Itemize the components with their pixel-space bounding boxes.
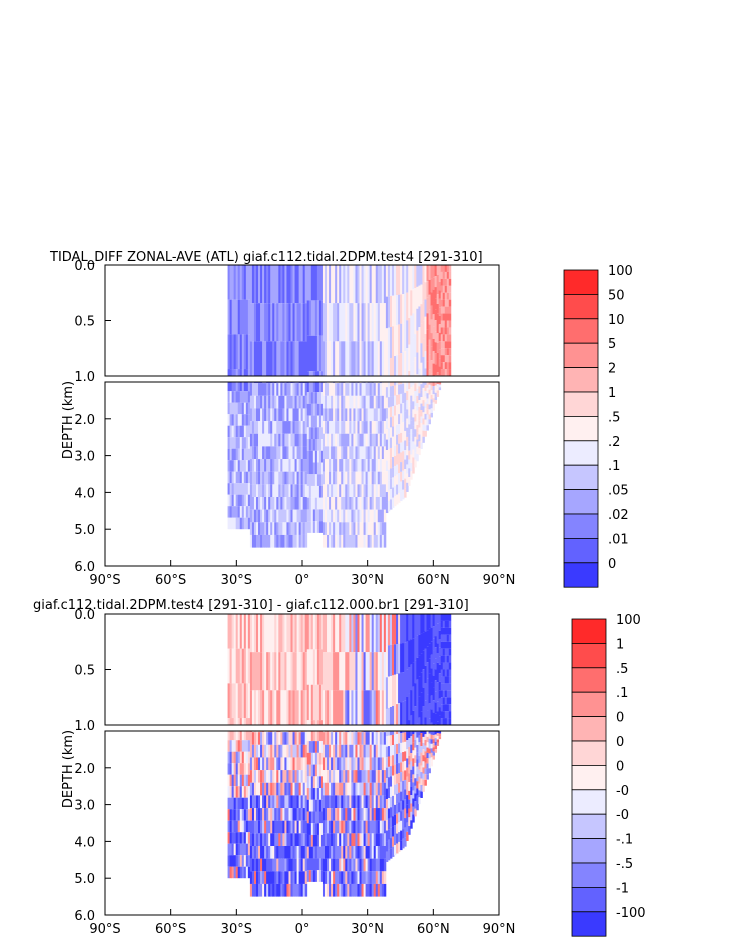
x-tick-label: 90°N <box>483 922 516 937</box>
panel-1-y-axis-label: DEPTH (km) <box>61 381 76 459</box>
y-tick-label: 3.0 <box>74 799 95 814</box>
colorbar-label: .5 <box>616 662 628 677</box>
panel-2-y-ticks: 0.0 0.5 1.0 2.0 3.0 4.0 5.0 6.0 <box>74 608 111 924</box>
x-tick-label: 30°S <box>221 573 252 588</box>
colorbar-label: -0 <box>616 784 629 799</box>
colorbar-label: 10 <box>608 313 625 328</box>
panel-1-field <box>227 265 452 548</box>
colorbar-swatch <box>563 293 599 320</box>
colorbar-label: 2 <box>608 362 616 377</box>
x-tick-label: 90°S <box>89 922 120 937</box>
y-tick-label: 1.0 <box>74 719 95 734</box>
colorbar-swatch <box>571 789 607 815</box>
x-tick-label: 90°S <box>89 573 120 588</box>
panel-2-y-axis-label: DEPTH (km) <box>61 730 76 808</box>
colorbar-label: .5 <box>608 410 620 425</box>
colorbar-label: 0 <box>616 735 624 750</box>
colorbar-label: -.5 <box>616 857 633 872</box>
x-tick-label: 60°S <box>155 573 186 588</box>
colorbar-label: 0 <box>616 759 624 774</box>
colorbar-swatch <box>571 862 607 888</box>
colorbar-swatch <box>571 643 607 669</box>
x-tick-label: 60°N <box>417 922 450 937</box>
colorbar-swatch <box>571 667 607 693</box>
colorbar-label: 0 <box>616 711 624 726</box>
y-tick-label: 0.5 <box>74 315 95 330</box>
x-tick-label: 30°S <box>221 922 252 937</box>
panel-2-x-ticks: 90°S 60°S 30°S 0° 30°N 60°N 90°N <box>89 909 515 937</box>
colorbar-label: .02 <box>608 508 629 523</box>
colorbar-label: -100 <box>616 906 646 921</box>
colorbar-label: -.1 <box>616 833 633 848</box>
colorbar-swatch <box>571 911 607 937</box>
panel-2-field <box>227 614 452 897</box>
y-tick-label: 0.5 <box>74 664 95 679</box>
y-tick-label: 4.0 <box>74 486 95 501</box>
colorbar-swatch <box>563 269 599 295</box>
panel-1-title: TIDAL_DIFF ZONAL-AVE (ATL) giaf.c112.tid… <box>49 250 483 265</box>
colorbar-label: .1 <box>608 459 620 474</box>
y-tick-label: 2.0 <box>74 413 95 428</box>
y-tick-label: 1.0 <box>74 370 95 385</box>
colorbar-label: 100 <box>608 264 633 279</box>
y-tick-label: 0.0 <box>74 259 95 274</box>
x-tick-label: 60°S <box>155 922 186 937</box>
colorbar-label: .01 <box>608 532 629 547</box>
colorbar-swatch <box>571 716 607 742</box>
colorbar-swatch <box>571 838 607 864</box>
colorbar-label: 0 <box>608 557 616 572</box>
colorbar-swatch <box>563 391 599 417</box>
colorbar-label: 100 <box>616 613 641 628</box>
y-tick-label: 6.0 <box>74 909 95 924</box>
panel-2-title: giaf.c112.tidal.2DPM.test4 [291-310] - g… <box>33 598 469 613</box>
x-tick-label: 30°N <box>351 922 384 937</box>
colorbar-swatch <box>563 562 599 588</box>
colorbar-swatch <box>563 440 599 466</box>
colorbar-swatch <box>563 489 599 515</box>
colorbar-label: 50 <box>608 288 625 303</box>
y-tick-label: 0.0 <box>74 608 95 623</box>
panel-1-x-ticks: 90°S 60°S 30°S 0° 30°N 60°N 90°N <box>89 560 515 588</box>
colorbar-swatch <box>563 415 599 442</box>
colorbar-label: .1 <box>616 686 628 701</box>
x-tick-label: 0° <box>295 922 310 937</box>
x-tick-label: 60°N <box>417 573 450 588</box>
panel-1: TIDAL_DIFF ZONAL-AVE (ATL) giaf.c112.tid… <box>49 250 633 588</box>
colorbar-label: 1 <box>608 386 616 401</box>
colorbar-swatch <box>571 813 607 840</box>
colorbar-swatch <box>563 538 599 564</box>
x-tick-label: 30°N <box>351 573 384 588</box>
x-tick-label: 0° <box>295 573 310 588</box>
colorbar-swatch <box>571 887 607 913</box>
colorbar-label: .2 <box>608 435 620 450</box>
colorbar-swatch <box>563 318 599 344</box>
panel-2-colorbar: 100 1 .5 .1 0 0 0 -0 -0 -.1 -.5 -1 -100 <box>571 613 646 937</box>
y-tick-label: 3.0 <box>74 450 95 465</box>
colorbar-label: 1 <box>616 637 624 652</box>
colorbar-swatch <box>563 464 599 491</box>
panel-1-y-ticks: 0.0 0.5 1.0 2.0 3.0 4.0 5.0 6.0 <box>74 259 111 575</box>
colorbar-label: -1 <box>616 881 629 896</box>
colorbar-swatch <box>571 765 607 791</box>
colorbar-label: .05 <box>608 484 629 499</box>
colorbar-label: 5 <box>608 337 616 352</box>
y-tick-label: 5.0 <box>74 872 95 887</box>
colorbar-swatch <box>563 367 599 393</box>
colorbar-label: -0 <box>616 808 629 823</box>
x-tick-label: 90°N <box>483 573 516 588</box>
colorbar-swatch <box>571 618 607 644</box>
y-tick-label: 5.0 <box>74 523 95 538</box>
colorbar-swatch <box>563 513 599 539</box>
y-tick-label: 4.0 <box>74 835 95 850</box>
y-tick-label: 2.0 <box>74 762 95 777</box>
colorbar-swatch <box>563 342 599 369</box>
panel-2: giaf.c112.tidal.2DPM.test4 [291-310] - g… <box>33 598 646 937</box>
colorbar-swatch <box>571 691 607 718</box>
colorbar-swatch <box>571 740 607 766</box>
panel-1-colorbar: 100 50 10 5 2 1 .5 .2 .1 .05 .02 .01 0 <box>563 264 633 588</box>
y-tick-label: 6.0 <box>74 560 95 575</box>
